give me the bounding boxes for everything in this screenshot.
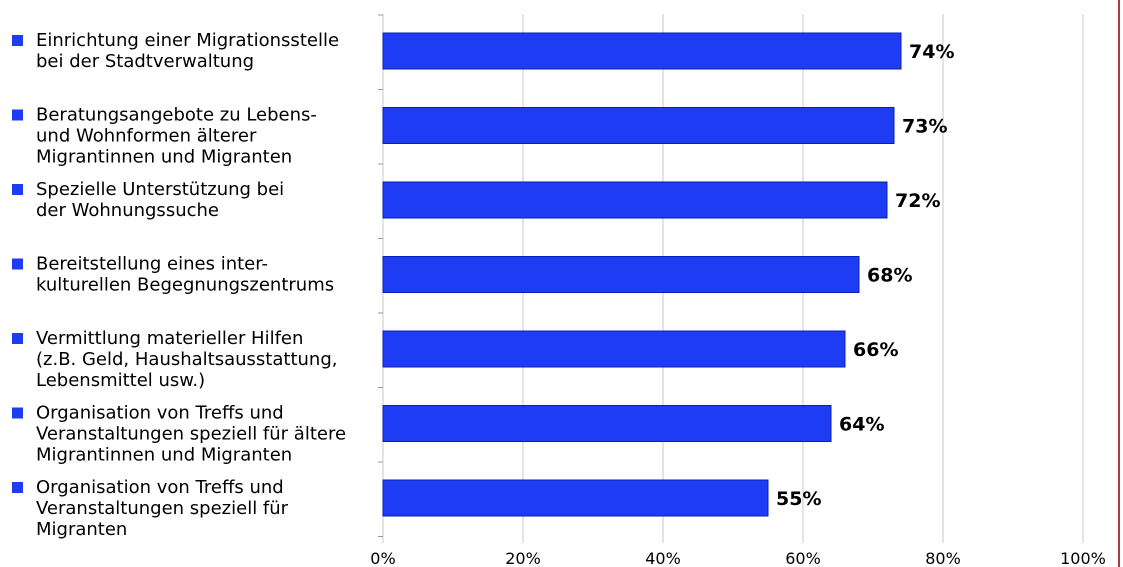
x-tick-label: 0% xyxy=(370,549,395,567)
category-label-line: Organisation von Treffs und xyxy=(36,477,284,498)
category-label-line: der Wohnungssuche xyxy=(36,200,219,221)
category-marker-icon xyxy=(12,109,23,121)
category-marker-icon xyxy=(12,35,23,46)
x-tick-label: 80% xyxy=(925,549,961,567)
x-tick-labels: 0% 20% 40% 60% 80% 100% xyxy=(370,549,1106,567)
category-marker-icon xyxy=(12,407,23,419)
bar xyxy=(382,107,895,144)
category-label-line: Migrantinnen und Migranten xyxy=(36,147,292,168)
bar-value-label: 55% xyxy=(776,488,821,510)
value-labels: 74% 73% 72% 68% 66% 64% 55% xyxy=(776,41,954,510)
bar-value-label: 74% xyxy=(909,41,954,63)
category-label-line: Beratungsangebote zu Lebens- xyxy=(36,105,317,126)
category-label-line: Veranstaltungen speziell für xyxy=(36,498,289,519)
y-axis xyxy=(378,14,384,543)
x-tick-label: 20% xyxy=(505,549,541,567)
category-label-line: Veranstaltungen speziell für ältere xyxy=(36,424,346,445)
x-tick-label: 100% xyxy=(1060,549,1106,567)
bar xyxy=(382,405,832,442)
x-tick-label: 40% xyxy=(645,549,681,567)
category-label-line: Migranten xyxy=(36,519,127,540)
category-marker-icon xyxy=(12,333,23,344)
category-label-line: bei der Stadtverwaltung xyxy=(36,51,254,72)
category-label-line: und Wohnformen älterer xyxy=(36,126,257,147)
bar xyxy=(382,256,860,293)
category-label-line: Migrantinnen und Migranten xyxy=(36,445,292,466)
category-marker-icon xyxy=(12,482,23,493)
category-marker-icon xyxy=(12,258,23,270)
bar-value-label: 72% xyxy=(895,190,940,212)
category-label-line: Vermittlung materieller Hilfen xyxy=(36,328,303,349)
bar-value-label: 73% xyxy=(902,116,947,138)
category-label-line: Organisation von Treffs und xyxy=(36,403,284,424)
bars xyxy=(382,32,902,517)
category-label-line: (z.B. Geld, Haushaltsausstattung, xyxy=(36,349,337,370)
bar xyxy=(382,181,888,219)
bar-value-label: 68% xyxy=(867,265,912,287)
category-label-line: Lebensmittel usw.) xyxy=(36,370,205,391)
bar xyxy=(382,330,846,368)
category-label-line: Einrichtung einer Migrationsstelle xyxy=(36,30,339,51)
bar-value-label: 66% xyxy=(853,339,898,361)
category-label-line: Spezielle Unterstützung bei xyxy=(36,179,284,200)
category-label-line: Bereitstellung eines inter- xyxy=(36,254,268,275)
category-label-line: kulturellen Begegnungszentrums xyxy=(36,275,334,296)
category-marker-icon xyxy=(12,184,23,195)
bar xyxy=(382,32,902,70)
bar-value-label: 64% xyxy=(839,414,884,436)
bar xyxy=(382,479,769,517)
x-tick-label: 60% xyxy=(785,549,821,567)
